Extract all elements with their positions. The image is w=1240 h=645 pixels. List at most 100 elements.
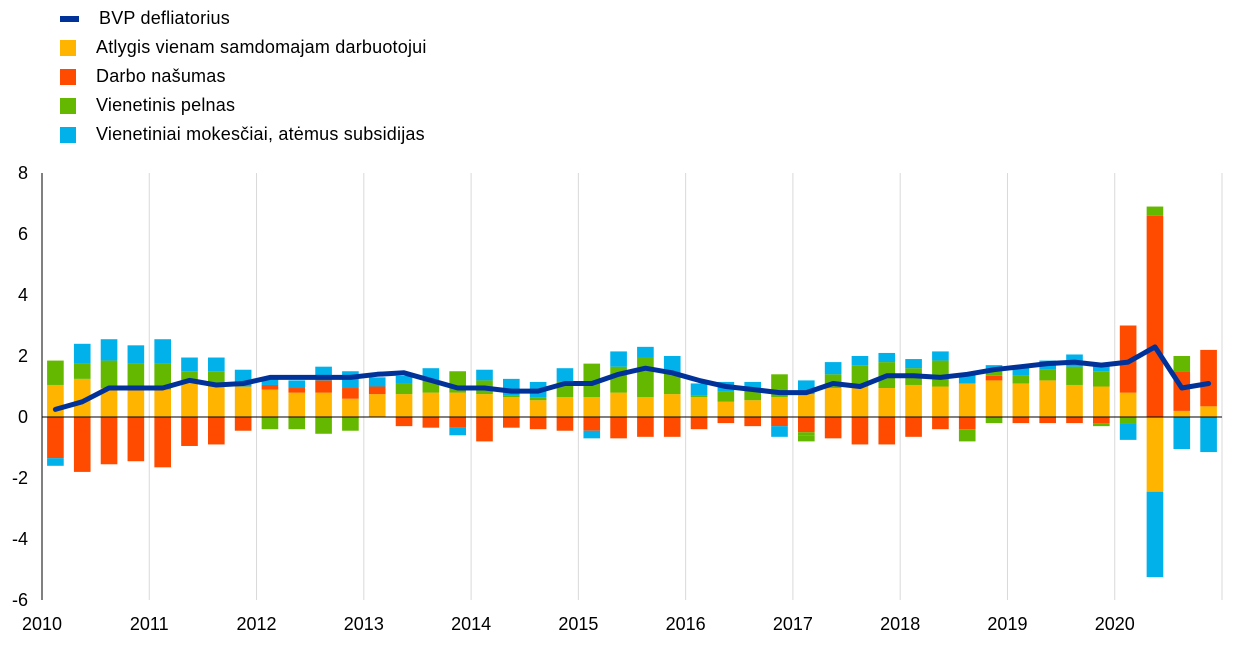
x-tick-label: 2014	[451, 614, 491, 634]
bar-segment	[476, 417, 493, 442]
bar-segment	[985, 375, 1003, 381]
bar-segment	[1039, 369, 1056, 381]
y-tick-label: 0	[18, 407, 28, 427]
bar-segment	[985, 380, 1003, 417]
bar-segment	[771, 426, 788, 437]
bar-segment	[905, 417, 922, 437]
bar-segment	[154, 339, 171, 364]
bar-segment	[878, 417, 896, 445]
y-tick-label: -4	[12, 529, 28, 549]
legend-swatch-bar	[60, 126, 76, 143]
bar-segment	[690, 383, 708, 396]
series-line-gdp-deflator	[52, 344, 1212, 412]
bar-segment	[181, 417, 198, 446]
bar-segment	[556, 397, 574, 417]
y-tick-label: -6	[12, 590, 28, 610]
legend-label: BVP defliatorius	[99, 8, 230, 28]
bar-segment	[288, 388, 306, 393]
bar-segment	[1200, 349, 1217, 407]
bar-segment	[1146, 417, 1164, 492]
x-tick-label: 2015	[558, 614, 598, 634]
bar-segment	[1093, 417, 1110, 424]
bar-segment	[261, 417, 279, 430]
bar-segment	[985, 371, 1003, 376]
bar-segment	[717, 417, 735, 424]
bar-segment	[932, 360, 949, 387]
bar-segment	[529, 400, 547, 417]
bar-segment	[208, 417, 225, 445]
bar-segment	[690, 395, 708, 398]
bar-segment	[690, 417, 708, 430]
legend-label: Vienetiniai mokesčiai, atėmus subsidijas	[96, 124, 425, 144]
bar-segment	[234, 386, 252, 417]
x-tick-label: 2018	[880, 614, 920, 634]
bar-segment	[556, 417, 574, 431]
legend-label: Darbo našumas	[96, 66, 226, 86]
bar-segment	[1012, 417, 1030, 424]
bar-segment	[690, 397, 708, 417]
bar-segment	[556, 368, 574, 382]
bar-segment	[73, 417, 91, 472]
bar-segment	[1066, 417, 1083, 424]
bar-segment	[449, 427, 466, 436]
bar-segment	[958, 374, 976, 384]
bar-segment	[288, 392, 306, 417]
bar-segment	[1066, 366, 1083, 385]
bar-segment	[154, 389, 171, 417]
bar-segment	[315, 380, 332, 393]
bar-segment	[368, 386, 386, 395]
bar-segment	[1093, 386, 1110, 417]
legend-item-unit-taxes: Vienetiniai mokesčiai, atėmus subsidijas	[60, 120, 427, 149]
bar-segment	[637, 346, 654, 358]
bar-segment	[1119, 392, 1137, 417]
bar-segment	[1093, 423, 1110, 427]
bar-segment	[181, 357, 198, 372]
bar-segment	[422, 392, 440, 417]
bar-segment	[932, 351, 949, 361]
bar-segment	[1066, 384, 1083, 417]
legend-swatch-bar	[60, 97, 76, 114]
legend-label: Atlygis vienam samdomajam darbuotojui	[96, 37, 427, 57]
bar-segment	[798, 417, 815, 433]
bar-segment	[154, 417, 171, 468]
bar-segment	[798, 435, 815, 442]
bar-segment	[1119, 325, 1137, 393]
bar-segment	[878, 388, 896, 417]
y-tick-label: 4	[18, 285, 28, 305]
bar-segment	[449, 392, 466, 417]
bar-segment	[1146, 215, 1164, 417]
bar-segment	[181, 381, 198, 417]
bar-segment	[100, 388, 118, 417]
legend-item-gdp-deflator: BVP defliatorius	[60, 4, 427, 33]
bar-segment	[958, 383, 976, 417]
bar-segment	[824, 362, 842, 375]
bar-segment	[824, 417, 842, 439]
bar-segment	[288, 380, 306, 389]
x-tick-label: 2017	[773, 614, 813, 634]
legend-swatch-bar	[60, 68, 76, 85]
bar-segment	[476, 394, 493, 417]
bar-segment	[932, 417, 949, 430]
bar-segment	[1012, 375, 1030, 384]
bar-segment	[610, 392, 627, 417]
bar-segment	[1173, 410, 1191, 417]
bar-segment	[261, 377, 279, 385]
bar-segment	[476, 369, 493, 381]
bar-segment	[663, 356, 681, 373]
bar-segment	[1146, 491, 1164, 578]
bar-segment	[663, 417, 681, 437]
bar-segment	[851, 365, 869, 387]
bar-segment	[958, 417, 976, 430]
y-tick-label: 8	[18, 163, 28, 183]
bar-segment	[1012, 383, 1030, 417]
bar-segment	[717, 391, 735, 402]
bar-segment	[1200, 417, 1217, 453]
bar-segment	[100, 360, 118, 389]
bar-segment	[663, 372, 681, 395]
bar-segment	[342, 398, 359, 417]
bar-segment	[744, 389, 761, 401]
bar-segment	[529, 417, 547, 430]
bar-segment	[261, 384, 279, 390]
bar-segment	[771, 417, 788, 427]
